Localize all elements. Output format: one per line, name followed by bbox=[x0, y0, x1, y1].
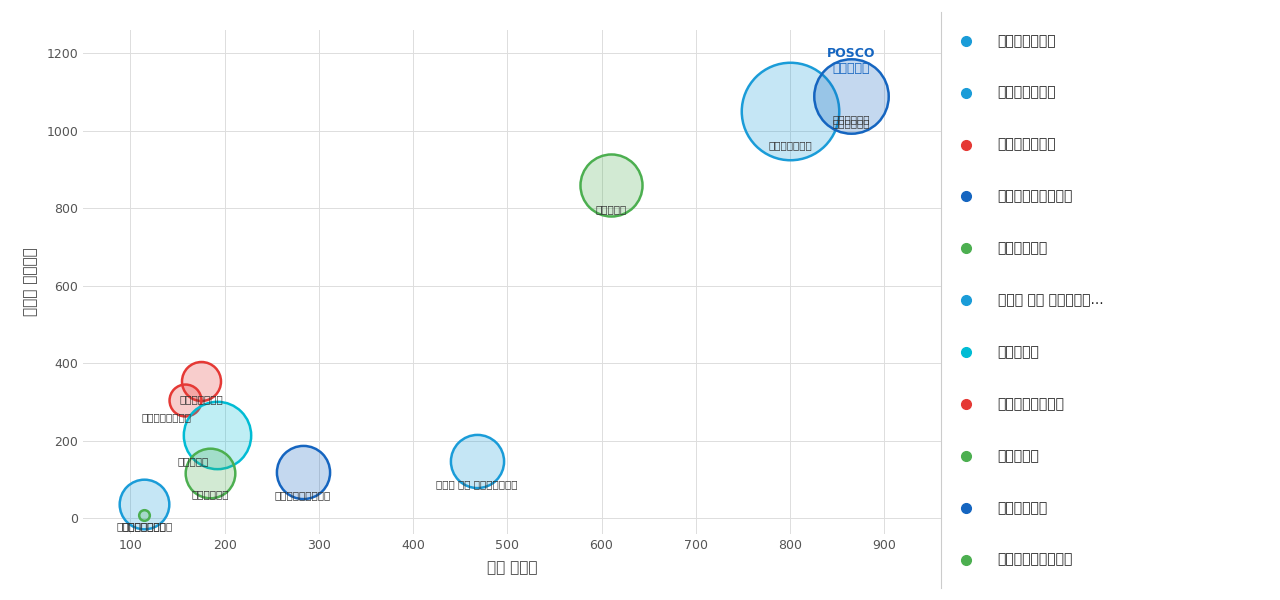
Point bbox=[841, 91, 861, 101]
Point bbox=[134, 510, 155, 520]
Y-axis label: 심사관 피인용수: 심사관 피인용수 bbox=[23, 248, 38, 316]
Text: 부경엔지니어링: 부경엔지니어링 bbox=[123, 521, 166, 531]
Text: 한국수자원공사: 한국수자원공사 bbox=[997, 34, 1056, 48]
Point bbox=[175, 395, 196, 405]
Text: 한국농어촌공사: 한국농어촌공사 bbox=[179, 394, 223, 404]
Point bbox=[467, 457, 488, 466]
Text: 부경엔지니어링: 부경엔지니어링 bbox=[997, 86, 1056, 100]
Point bbox=[780, 107, 800, 116]
Text: 코웨이엔텍: 코웨이엔텍 bbox=[178, 457, 209, 466]
Text: 구리타 고교 가부시키가이샤: 구리타 고교 가부시키가이샤 bbox=[436, 479, 518, 489]
Point bbox=[191, 376, 211, 386]
X-axis label: 공개 특허수: 공개 특허수 bbox=[486, 560, 538, 575]
Text: 환경에너지솔루션: 환경에너지솔루션 bbox=[141, 412, 191, 422]
Text: 환경에너지솔루션: 환경에너지솔루션 bbox=[997, 397, 1065, 411]
Text: 코웨이엔텍: 코웨이엔텍 bbox=[997, 345, 1039, 359]
Text: 포스코이앤씨: 포스코이앤씨 bbox=[997, 501, 1048, 515]
Text: 지에스건설: 지에스건설 bbox=[997, 449, 1039, 463]
Point bbox=[207, 430, 228, 440]
Text: 한국농어촌공사: 한국농어촌공사 bbox=[997, 137, 1056, 152]
Text: 한국환경공단: 한국환경공단 bbox=[192, 489, 229, 499]
Point bbox=[293, 467, 314, 477]
Text: 한국계면공학연구소: 한국계면공학연구소 bbox=[116, 521, 173, 532]
Text: 구리타 고교 가부시키가...: 구리타 고교 가부시키가... bbox=[997, 293, 1103, 307]
Point bbox=[200, 468, 220, 478]
Text: 포스코이앤씨: 포스코이앤씨 bbox=[832, 115, 870, 125]
Text: 한국산업기술시험원: 한국산업기술시험원 bbox=[997, 190, 1073, 203]
Text: 포스코이앤씨: 포스코이앤씨 bbox=[832, 118, 870, 128]
Point bbox=[134, 499, 155, 509]
Text: 지에스건설: 지에스건설 bbox=[595, 205, 627, 214]
Point bbox=[600, 180, 621, 190]
Text: POSCO
포스코건설: POSCO 포스코건설 bbox=[827, 47, 876, 74]
Text: 한국계면공학연구소: 한국계면공학연구소 bbox=[997, 553, 1073, 566]
Text: 한국수자원공사: 한국수자원공사 bbox=[768, 140, 812, 151]
Text: 한국환경공단: 한국환경공단 bbox=[997, 241, 1048, 256]
Text: 한국산업기술시험원: 한국산업기술시험원 bbox=[275, 490, 332, 500]
